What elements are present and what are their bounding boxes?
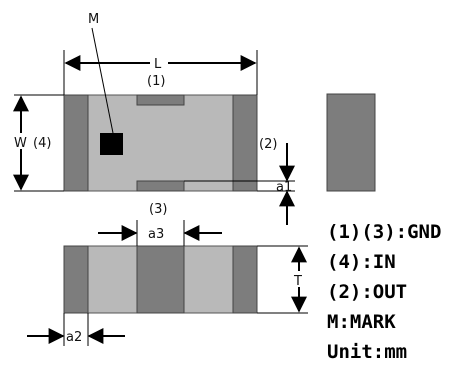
legend: (1)(3):GND (4):IN (2):OUT M:MARK Unit:mm xyxy=(327,221,441,363)
top-view xyxy=(63,94,258,192)
bottom-terminal-center xyxy=(136,245,185,314)
pin3-label: (3) xyxy=(149,202,167,217)
legend-line-gnd: (1)(3):GND xyxy=(327,221,441,243)
mark-square xyxy=(100,133,123,155)
mark-callout-leader xyxy=(91,27,114,134)
dim-t-label: T xyxy=(293,274,302,289)
legend-line-out: (2):OUT xyxy=(327,281,407,303)
bottom-terminal-left xyxy=(63,245,89,314)
legend-line-in: (4):IN xyxy=(327,251,396,273)
side-view-body xyxy=(326,93,376,192)
electrode-right xyxy=(232,94,258,192)
dim-a3-label: a3 xyxy=(148,227,164,242)
pin4-label: (4) xyxy=(33,136,51,151)
electrode-left xyxy=(63,94,89,192)
dim-a1-label: a1 xyxy=(276,180,292,195)
dim-w-label: W xyxy=(14,136,27,151)
pad-top xyxy=(136,94,185,106)
dim-l-label: L xyxy=(154,57,162,72)
pin1-label: (1) xyxy=(147,74,165,89)
legend-line-unit: Unit:mm xyxy=(327,341,407,363)
pin2-label: (2) xyxy=(259,137,277,152)
bottom-terminal-right xyxy=(232,245,258,314)
pad-bottom xyxy=(136,180,185,192)
mark-callout-label: M xyxy=(88,12,99,27)
legend-line-mark: M:MARK xyxy=(327,311,396,333)
top-view-body xyxy=(63,94,258,192)
bottom-view xyxy=(63,245,258,314)
dim-a2-label: a2 xyxy=(66,330,82,345)
